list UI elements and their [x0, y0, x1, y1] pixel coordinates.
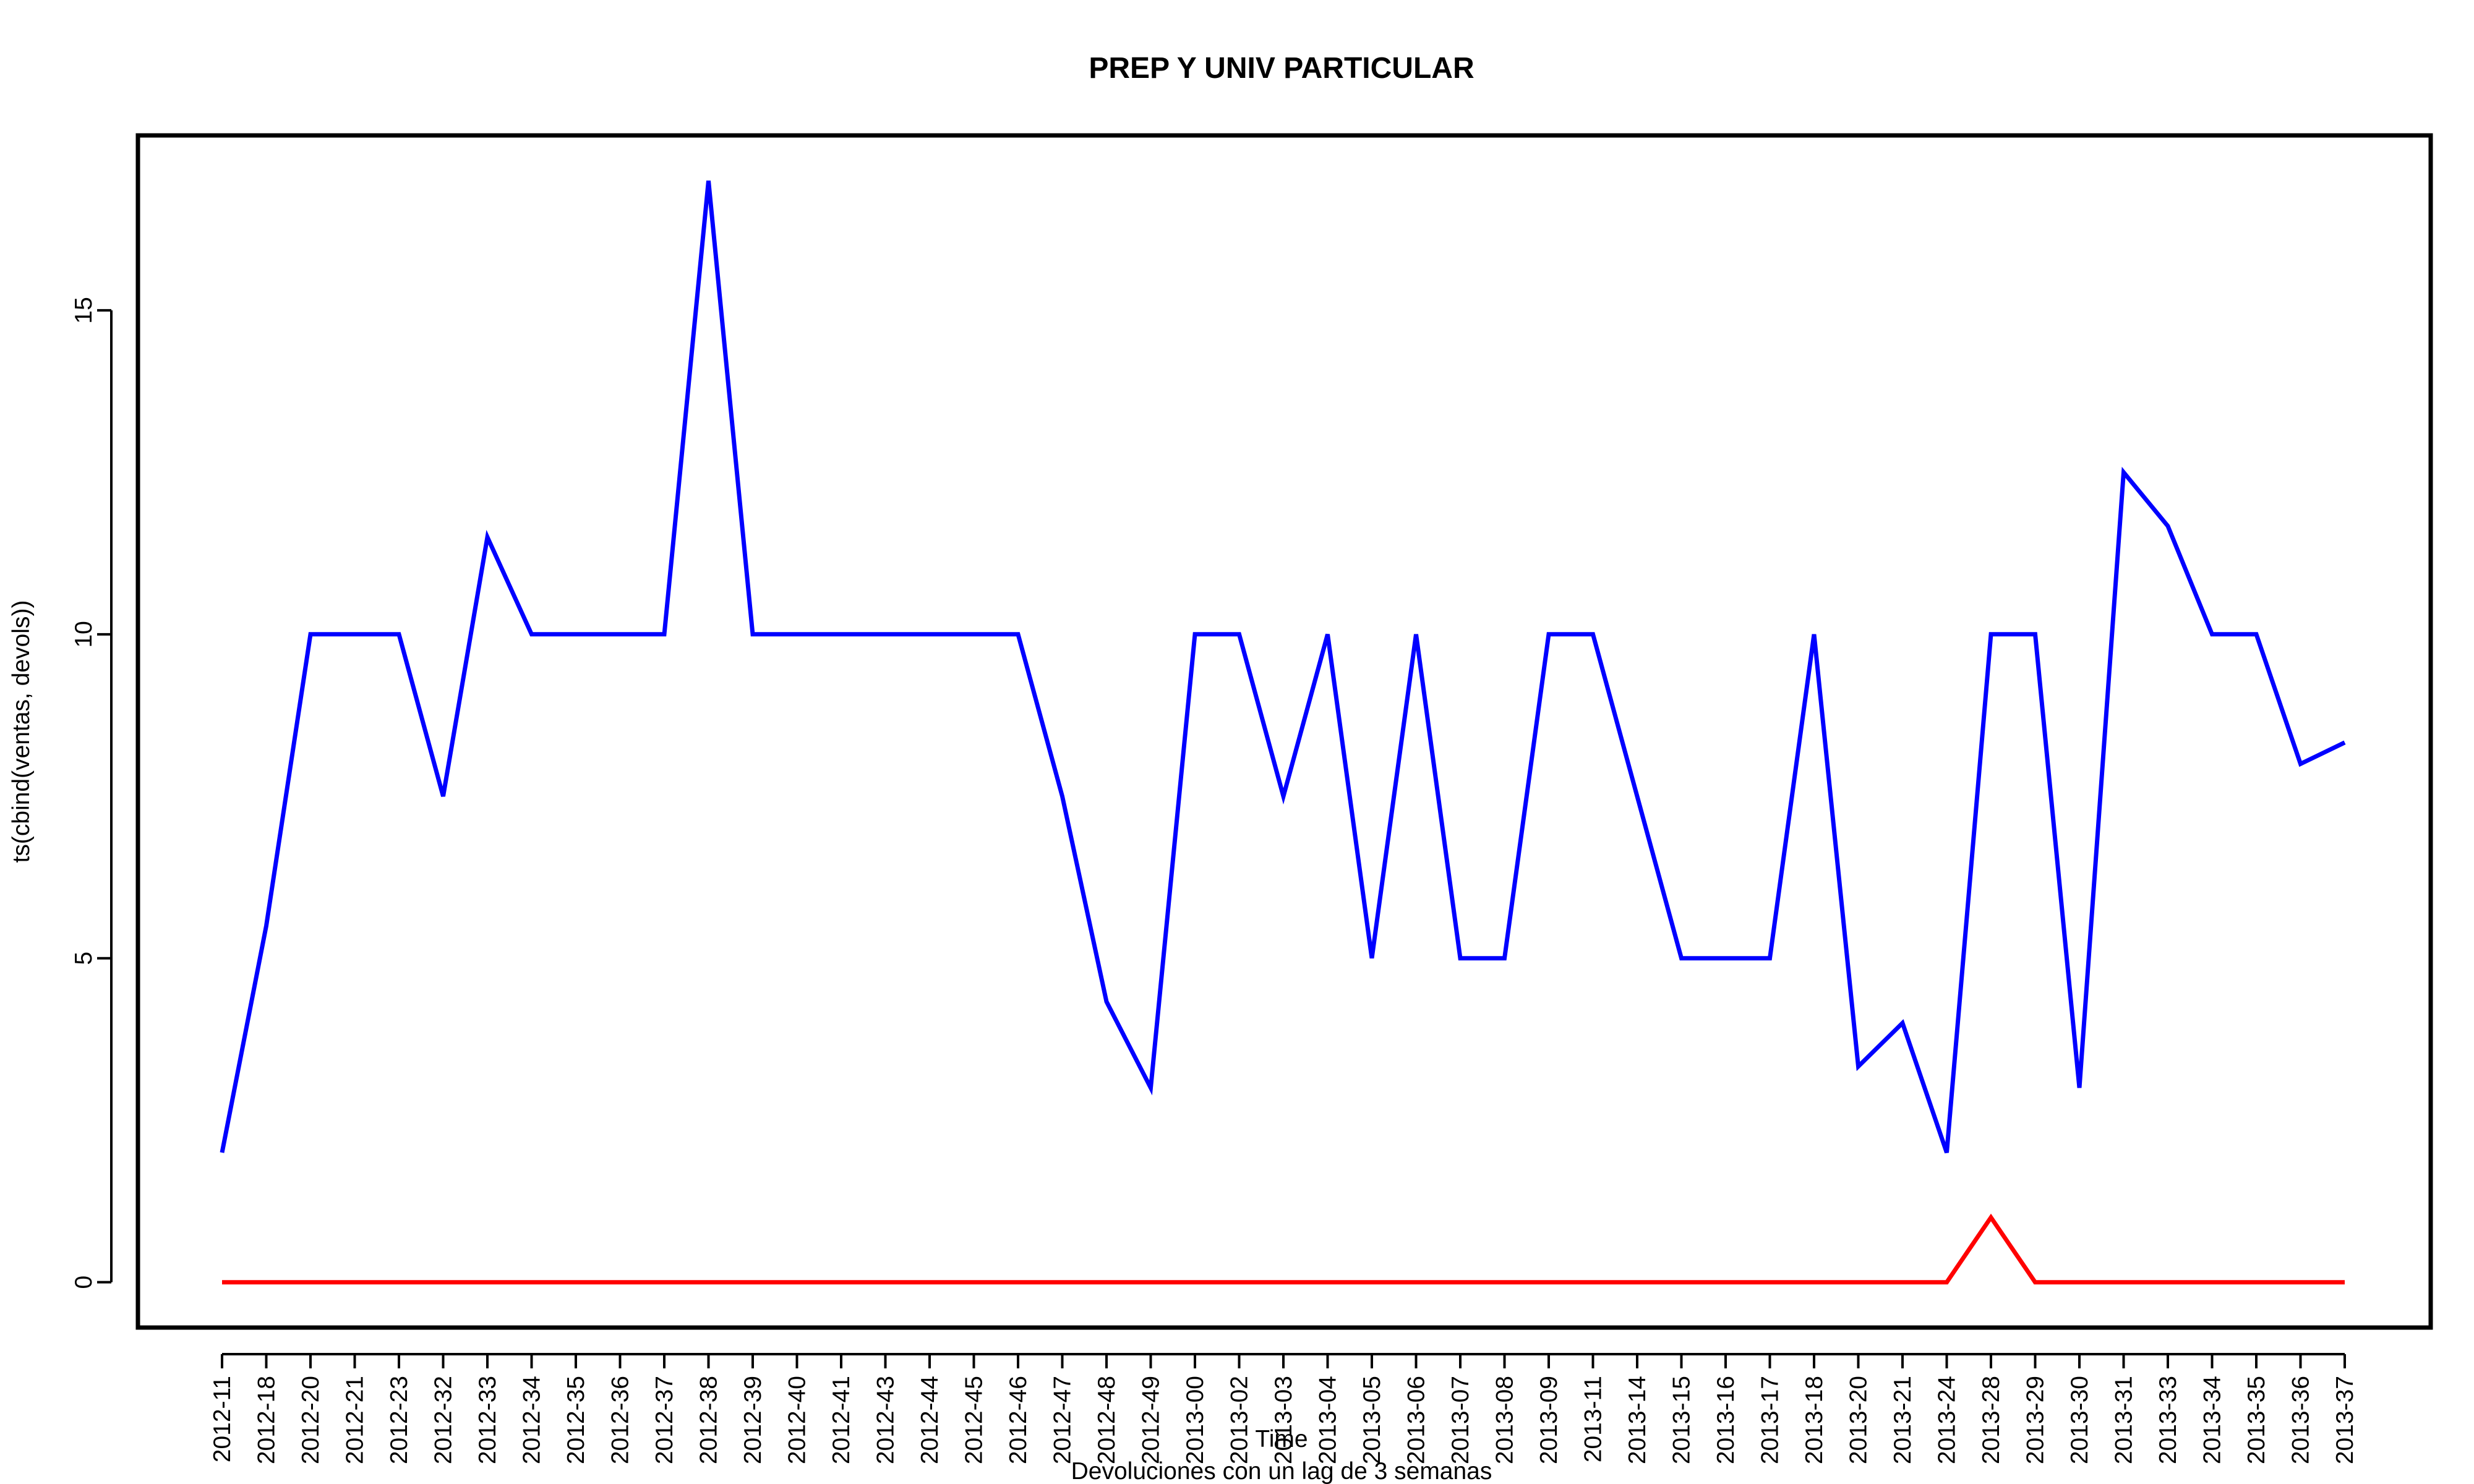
x-tick-label: 2013-21 — [1890, 1376, 1916, 1464]
x-tick-label: 2012-38 — [696, 1376, 722, 1464]
x-tick-label: 2012-33 — [474, 1376, 501, 1464]
chart-subtitle: Devoluciones con un lag de 3 semanas — [1071, 1458, 1492, 1484]
x-tick-label: 2013-18 — [1801, 1376, 1828, 1464]
x-tick-label: 2013-15 — [1669, 1376, 1695, 1464]
x-tick-label: 2013-37 — [2332, 1376, 2358, 1464]
x-tick-label: 2013-34 — [2199, 1376, 2226, 1464]
x-tick-label: 2012-47 — [1050, 1376, 1076, 1464]
y-tick-label: 0 — [71, 1276, 97, 1289]
x-tick-label: 2012-34 — [519, 1376, 546, 1464]
x-tick-label: 2012-45 — [961, 1376, 988, 1464]
x-tick-label: 2012-48 — [1094, 1376, 1120, 1464]
y-tick-label: 15 — [71, 297, 97, 323]
x-tick-label: 2013-08 — [1492, 1376, 1518, 1464]
x-tick-label: 2012-37 — [651, 1376, 678, 1464]
x-axis: 2012-11 2012-18 2012-20 2012-21 2012-23 2012-… — [209, 1353, 2358, 1464]
y-tick-label: 10 — [71, 621, 97, 647]
x-tick-label: 2013-09 — [1536, 1376, 1562, 1464]
x-tick-label: 2013-33 — [2155, 1376, 2181, 1464]
x-tick-label: 2013-05 — [1359, 1376, 1385, 1464]
y-axis-title: ts(cbind(ventas, devols)) — [8, 600, 35, 863]
x-tick-label: 2012-21 — [342, 1376, 369, 1464]
x-tick-label: 2012-18 — [254, 1376, 280, 1464]
x-tick-label: 2013-06 — [1403, 1376, 1430, 1464]
x-tick-label: 2013-04 — [1315, 1376, 1342, 1464]
x-tick-label: 2013-03 — [1270, 1376, 1297, 1464]
x-tick-label: 2012-36 — [607, 1376, 634, 1464]
x-tick-label: 2012-35 — [563, 1376, 589, 1464]
x-tick-label: 2012-41 — [828, 1376, 855, 1464]
series-line-2 — [222, 1213, 2345, 1285]
x-tick-label: 2012-20 — [297, 1376, 324, 1464]
x-tick-label: 2012-39 — [740, 1376, 766, 1464]
x-tick-label: 2013-14 — [1624, 1376, 1651, 1464]
x-tick-label: 2013-16 — [1713, 1376, 1739, 1464]
x-tick-label: 2013-17 — [1757, 1376, 1784, 1464]
x-tick-label: 2013-36 — [2288, 1376, 2314, 1464]
x-tick-label: 2012-43 — [873, 1376, 899, 1464]
x-tick-label: 2012-32 — [430, 1376, 457, 1464]
x-tick-label: 2012-11 — [209, 1376, 236, 1462]
y-axis: 0 5 10 15 — [71, 297, 113, 1289]
x-tick-label: 2012-40 — [784, 1376, 811, 1464]
x-tick-label: 2013-30 — [2066, 1376, 2093, 1464]
x-tick-label: 2012-44 — [917, 1376, 943, 1464]
x-tick-label: 2013-07 — [1447, 1376, 1474, 1464]
x-axis-title: Time — [1255, 1426, 1308, 1452]
x-tick-label: 2013-28 — [1978, 1376, 2005, 1464]
series-layer — [220, 180, 2346, 1285]
x-tick-label: 2013-29 — [2022, 1376, 2049, 1464]
x-tick-label: 2012-49 — [1138, 1376, 1165, 1464]
x-tick-label: 2012-23 — [386, 1376, 413, 1464]
x-tick-label: 2013-31 — [2111, 1376, 2138, 1464]
x-tick-label: 2013-24 — [1934, 1376, 1961, 1464]
x-tick-label: 2013-20 — [1846, 1376, 1872, 1464]
x-tick-label: 2013-02 — [1226, 1376, 1253, 1464]
plot-frame — [135, 133, 2433, 1330]
x-tick-label: 2013-11 — [1580, 1376, 1607, 1462]
y-tick-label: 5 — [71, 952, 97, 965]
chart-title: PREP Y UNIV PARTICULAR — [1089, 52, 1474, 85]
x-tick-label: 2012-46 — [1005, 1376, 1032, 1464]
x-tick-label: 2013-00 — [1182, 1376, 1209, 1464]
series-line-1 — [220, 180, 2346, 1154]
x-tick-label: 2013-35 — [2243, 1376, 2270, 1464]
